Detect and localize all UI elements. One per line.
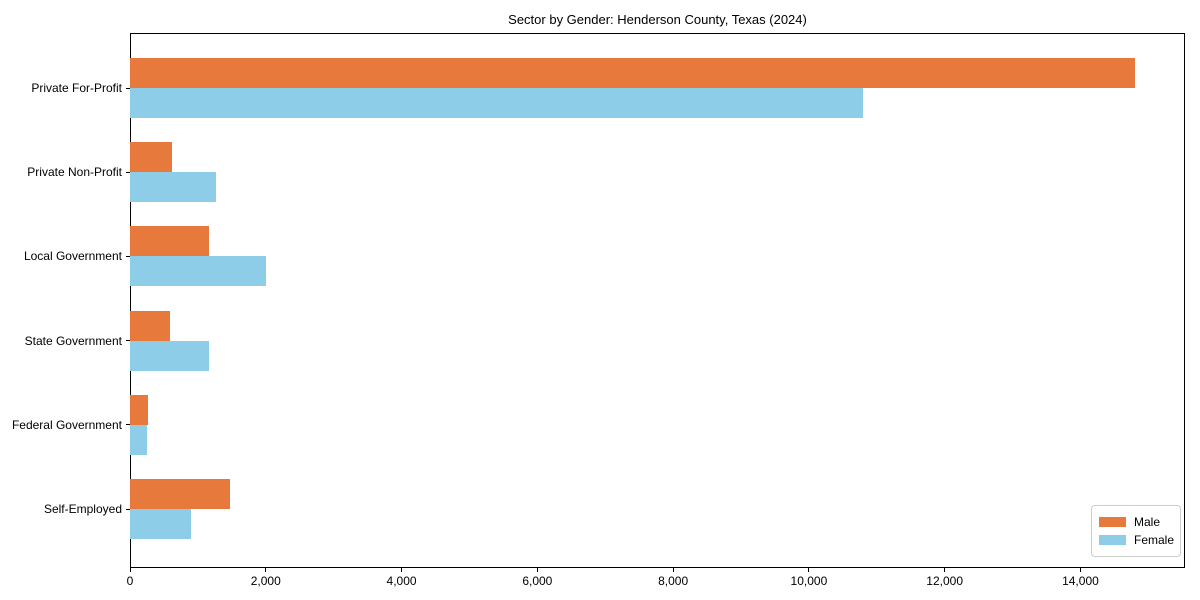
ytick-label: State Government bbox=[24, 333, 122, 348]
xtick-label: 14,000 bbox=[1062, 574, 1099, 588]
ytick-mark bbox=[126, 171, 130, 173]
legend-label: Male bbox=[1134, 515, 1161, 529]
bar-female-2 bbox=[130, 256, 266, 287]
bar-male-1 bbox=[130, 142, 173, 173]
ytick-mark bbox=[126, 87, 130, 89]
xtick-mark bbox=[129, 568, 131, 572]
bar-female-5 bbox=[130, 509, 192, 539]
legend-swatch-female bbox=[1099, 535, 1126, 545]
ytick-mark bbox=[126, 424, 130, 426]
bar-male-5 bbox=[130, 479, 231, 509]
ytick-label: Federal Government bbox=[11, 417, 122, 432]
legend-item-male: Male bbox=[1099, 514, 1172, 530]
chart-title: Sector by Gender: Henderson County, Texa… bbox=[508, 12, 807, 27]
bar-male-3 bbox=[130, 310, 171, 341]
ytick-label: Local Government bbox=[23, 249, 122, 264]
legend: Male Female bbox=[1091, 505, 1181, 557]
xtick-mark bbox=[944, 568, 946, 572]
xtick-mark bbox=[1079, 568, 1081, 572]
legend-swatch-male bbox=[1099, 517, 1126, 527]
xtick-label: 2,000 bbox=[250, 574, 281, 588]
xtick-mark bbox=[401, 568, 403, 572]
ytick-mark bbox=[126, 508, 130, 510]
xtick-label: 4,000 bbox=[386, 574, 417, 588]
legend-item-female: Female bbox=[1099, 532, 1175, 548]
bar-female-1 bbox=[130, 172, 216, 203]
ytick-label: Private For-Profit bbox=[31, 81, 122, 95]
bar-male-0 bbox=[130, 58, 1135, 88]
xtick-label: 8,000 bbox=[658, 574, 689, 588]
xtick-mark bbox=[265, 568, 267, 572]
bar-female-0 bbox=[130, 88, 864, 118]
ytick-label: Private Non-Profit bbox=[27, 165, 122, 180]
xtick-mark bbox=[808, 568, 810, 572]
xtick-label: 12,000 bbox=[926, 574, 964, 588]
legend-label: Female bbox=[1134, 533, 1175, 547]
bar-male-4 bbox=[130, 394, 148, 425]
plot-area bbox=[130, 33, 1185, 568]
xtick-mark bbox=[536, 568, 538, 572]
bar-male-2 bbox=[130, 226, 210, 257]
bar-female-3 bbox=[130, 340, 209, 371]
ytick-mark bbox=[126, 255, 130, 257]
xtick-mark bbox=[672, 568, 674, 572]
bar-female-4 bbox=[130, 424, 147, 455]
ytick-label: Self-Employed bbox=[43, 502, 122, 516]
xtick-label: 10,000 bbox=[790, 574, 828, 588]
xtick-label: 0 bbox=[126, 574, 134, 588]
ytick-mark bbox=[126, 340, 130, 342]
xtick-label: 6,000 bbox=[522, 574, 553, 588]
